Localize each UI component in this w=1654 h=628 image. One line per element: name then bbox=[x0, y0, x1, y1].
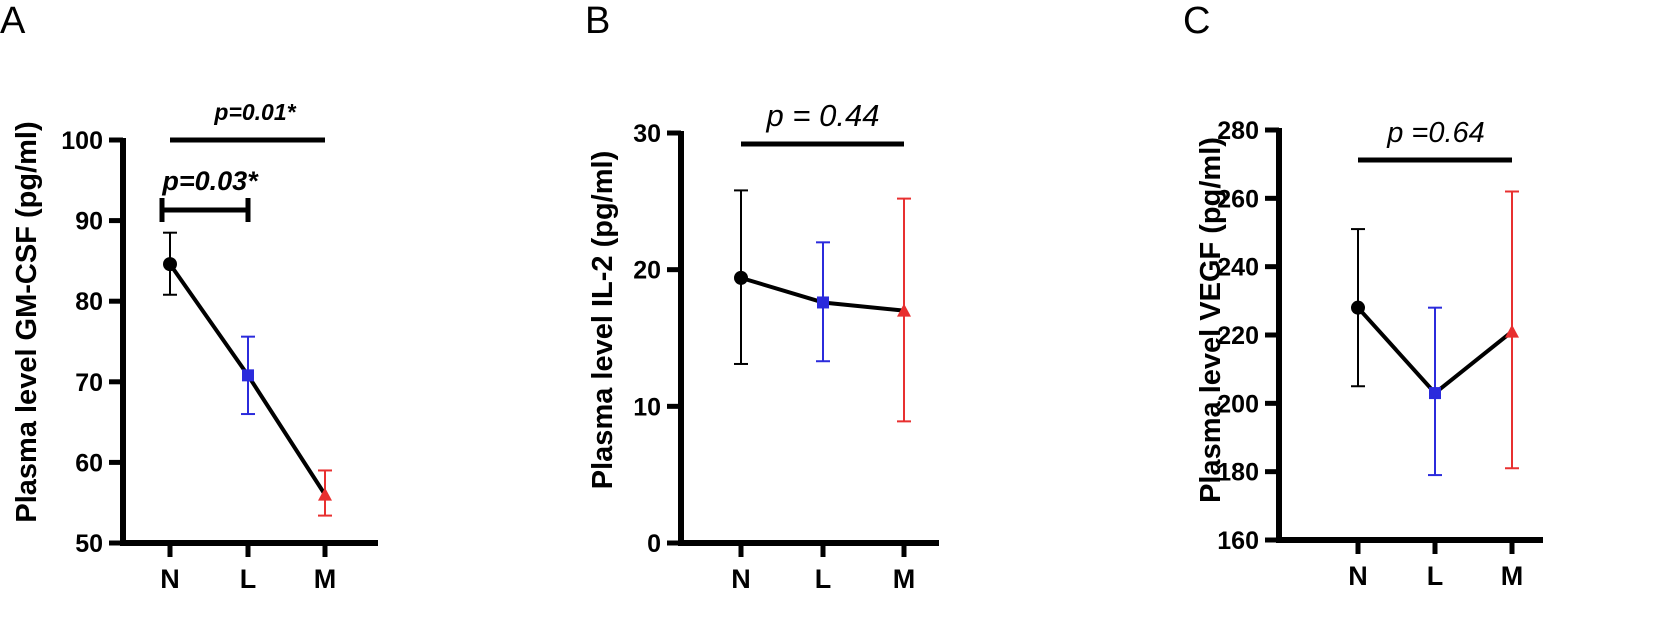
y-tick-label: 260 bbox=[1217, 185, 1259, 213]
y-tick-label: 200 bbox=[1217, 390, 1259, 418]
y-tick-label: 70 bbox=[75, 369, 103, 397]
panel-c-plot: 160 180 200 220 240 260 280 N L Mp =0.64 bbox=[1217, 117, 1543, 591]
panel-a-plot: 50 60 70 80 90 100 N L Mp=0.03* p=0.01* bbox=[61, 99, 378, 594]
p-value-label: p = 0.44 bbox=[766, 98, 880, 133]
y-tick-label: 30 bbox=[633, 120, 661, 148]
y-tick-label: 180 bbox=[1217, 459, 1259, 487]
y-tick-label: 100 bbox=[61, 127, 103, 155]
panel-letter-a: A bbox=[0, 0, 26, 42]
y-tick-label: 50 bbox=[75, 530, 103, 558]
x-tick-label: L bbox=[240, 564, 257, 594]
x-tick-label: L bbox=[815, 564, 832, 594]
x-tick-label: N bbox=[160, 564, 180, 594]
marker-L bbox=[817, 296, 829, 309]
panel-b-plot: 0 10 20 30 N L Mp = 0.44 bbox=[633, 98, 939, 594]
x-tick-label: M bbox=[893, 564, 916, 594]
y-tick-label: 90 bbox=[75, 208, 103, 236]
y-tick-label: 220 bbox=[1217, 322, 1259, 350]
marker-M bbox=[1505, 324, 1519, 338]
p-value-label: p=0.01* bbox=[213, 99, 296, 125]
p-value-label: p=0.03* bbox=[161, 166, 259, 196]
y-tick-label: 60 bbox=[75, 449, 103, 477]
x-tick-label: L bbox=[1427, 561, 1444, 591]
y-tick-label: 280 bbox=[1217, 117, 1259, 145]
marker-L bbox=[242, 369, 254, 382]
y-tick-label: 80 bbox=[75, 288, 103, 316]
p-value-label: p =0.64 bbox=[1386, 117, 1485, 149]
panel-letter-b: B bbox=[585, 0, 610, 42]
panel-a-ylabel: Plasma level GM-CSF (pg/ml) bbox=[11, 121, 43, 522]
y-tick-label: 20 bbox=[633, 257, 661, 285]
marker-L bbox=[1429, 387, 1441, 400]
y-tick-label: 10 bbox=[633, 393, 661, 421]
marker-N bbox=[734, 270, 748, 285]
y-tick-label: 0 bbox=[647, 530, 661, 558]
marker-M bbox=[897, 303, 911, 317]
marker-N bbox=[163, 257, 177, 272]
marker-M bbox=[318, 487, 332, 501]
x-tick-label: M bbox=[314, 564, 337, 594]
marker-N bbox=[1351, 300, 1365, 315]
x-tick-label: M bbox=[1501, 561, 1524, 591]
y-tick-label: 160 bbox=[1217, 527, 1259, 555]
panel-b-ylabel: Plasma level IL-2 (pg/ml) bbox=[587, 151, 619, 489]
panel-letter-c: C bbox=[1183, 0, 1210, 42]
y-tick-label: 240 bbox=[1217, 254, 1259, 282]
x-tick-label: N bbox=[731, 564, 751, 594]
x-tick-label: N bbox=[1348, 561, 1368, 591]
panel-c-ylabel: Plasma level VEGF (pg/ml) bbox=[1195, 137, 1227, 503]
